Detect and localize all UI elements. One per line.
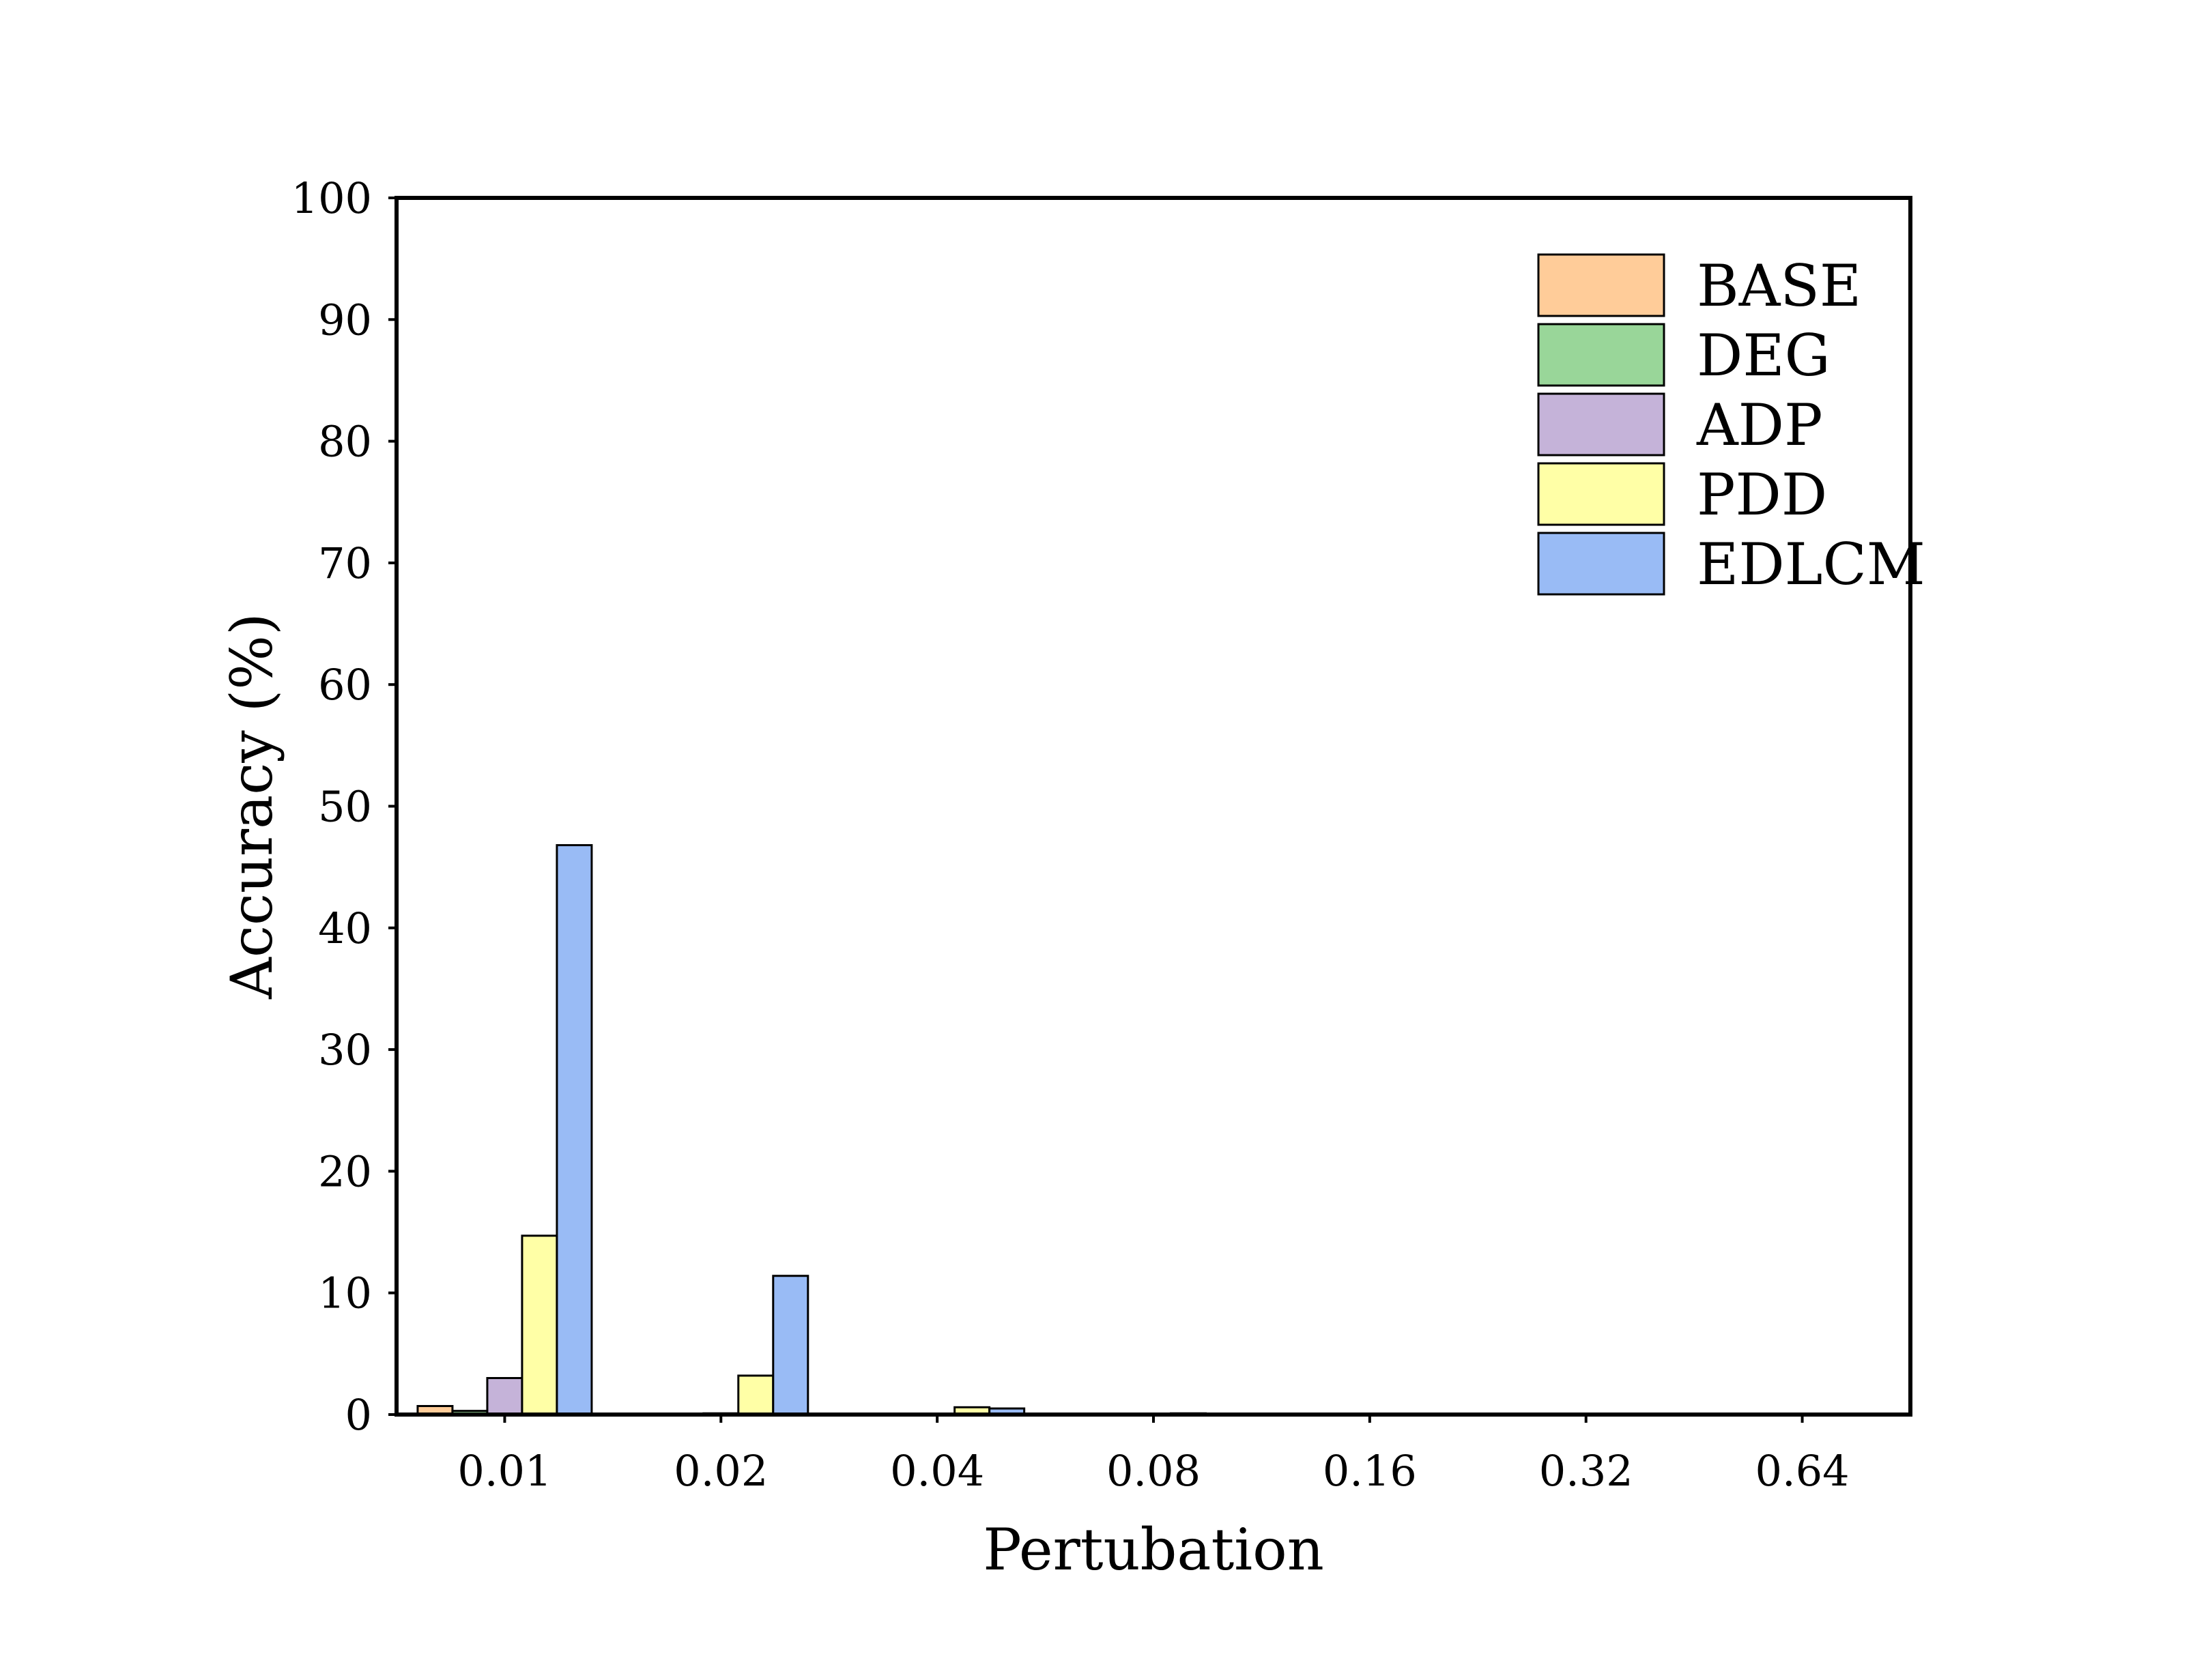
x-tick-label: 0.04 xyxy=(890,1446,984,1496)
y-axis-ticks: 0 10 20 30 40 50 60 70 80 90 100 xyxy=(291,173,397,1440)
legend-label-adp: ADP xyxy=(1696,392,1823,459)
legend-swatch-base xyxy=(1537,253,1665,317)
legend-swatch-pdd xyxy=(1537,462,1665,526)
x-axis-title: Pertubation xyxy=(983,1516,1324,1583)
y-tick-label: 40 xyxy=(318,903,372,953)
legend-swatch-deg xyxy=(1537,323,1665,387)
x-tick-label: 0.01 xyxy=(457,1446,551,1496)
y-tick-label: 80 xyxy=(318,417,372,467)
bar-adp-0.01 xyxy=(486,1377,523,1416)
y-tick-label: 50 xyxy=(318,782,372,832)
y-tick-label: 70 xyxy=(318,538,372,588)
x-tick-label: 0.16 xyxy=(1323,1446,1417,1496)
bar-edlcm-0.02 xyxy=(772,1275,809,1416)
y-tick-label: 60 xyxy=(318,660,372,710)
x-tick-label: 0.32 xyxy=(1539,1446,1633,1496)
legend-label-pdd: PDD xyxy=(1697,461,1827,528)
y-tick-label: 90 xyxy=(318,295,372,345)
legend-swatch-adp xyxy=(1537,392,1665,457)
x-tick-label: 0.08 xyxy=(1106,1446,1201,1496)
y-tick-label: 30 xyxy=(318,1025,372,1075)
bars-group xyxy=(416,844,1207,1416)
y-tick-label: 10 xyxy=(318,1269,372,1318)
bar-pdd-0.01 xyxy=(521,1234,558,1416)
y-tick-label: 20 xyxy=(318,1146,372,1196)
x-axis-ticks: 0.01 0.02 0.04 0.08 0.16 0.32 0.64 xyxy=(457,1415,1850,1496)
bar-pdd-0.02 xyxy=(737,1374,775,1416)
plot-frame xyxy=(394,196,1912,1417)
legend-label-edlcm: EDLCM xyxy=(1697,531,1925,598)
legend-label-deg: DEG xyxy=(1697,322,1831,389)
y-tick-label: 0 xyxy=(345,1390,372,1440)
legend-swatch-edlcm xyxy=(1537,532,1665,596)
x-tick-label: 0.02 xyxy=(674,1446,768,1496)
x-tick-label: 0.64 xyxy=(1755,1446,1850,1496)
legend-label-base: BASE xyxy=(1697,252,1861,319)
y-axis-title: Accuracy (%) xyxy=(218,613,285,1000)
y-tick-label: 100 xyxy=(291,173,372,223)
bar-edlcm-0.01 xyxy=(556,844,593,1416)
